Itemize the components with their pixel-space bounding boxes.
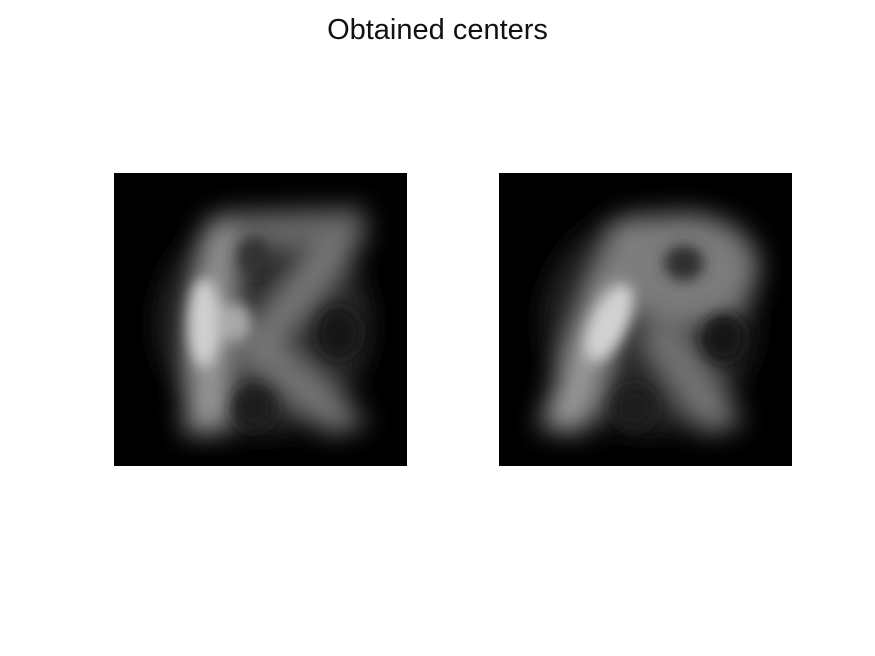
- letter-r-center-icon: [499, 173, 792, 466]
- center-image-r: [499, 173, 792, 466]
- letter-k-center-icon: [114, 173, 407, 466]
- figure-title: Obtained centers: [327, 14, 548, 46]
- center-image-k: [114, 173, 407, 466]
